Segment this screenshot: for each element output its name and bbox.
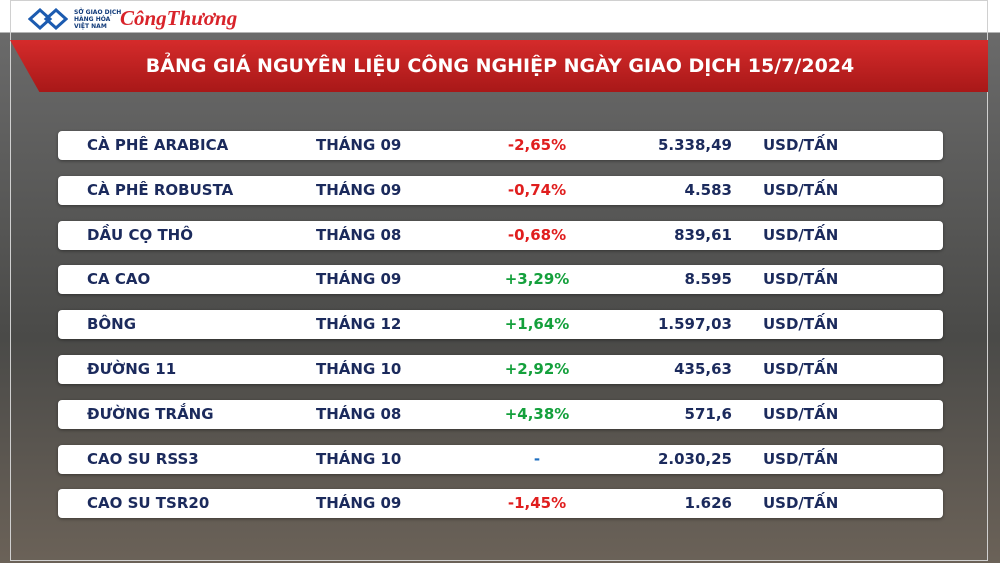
contract-month: THÁNG 10: [316, 360, 402, 378]
logo-line: SỞ GIAO DỊCH: [74, 8, 122, 16]
commodity: DẦU CỌ THÔ: [87, 225, 193, 244]
price: 435,63: [674, 360, 732, 378]
table-row: CAO SU RSS3 THÁNG 10 - 2.030,25 USD/TẤN: [58, 444, 943, 474]
commodity: CA CAO: [87, 270, 151, 289]
logo-line: HÀNG HÓA: [74, 15, 111, 23]
contract-month: THÁNG 08: [316, 404, 402, 423]
logo-text: SỞ GIAO DỊCH HÀNG HÓA VIỆT NAM: [74, 9, 121, 30]
unit: USD/TẤN: [763, 404, 839, 423]
price: 2.030,25: [657, 449, 732, 468]
title-bar: [10, 40, 988, 92]
commodity: CAO SU RSS3: [87, 449, 199, 468]
price: 839,61: [674, 225, 732, 244]
contract-month: THÁNG 08: [316, 225, 402, 244]
unit: USD/TẤN: [763, 494, 839, 513]
unit: USD/TẤN: [763, 449, 839, 468]
unit: USD/TẤN: [763, 136, 839, 154]
unit: USD/TẤN: [763, 360, 839, 378]
change: +1,64%: [504, 315, 570, 334]
table-row: CA CAO THÁNG 09 +3,29% 8.595 USD/TẤN: [58, 265, 943, 295]
contract-month: THÁNG 12: [316, 315, 402, 334]
contract-month: THÁNG 09: [316, 136, 402, 154]
commodity: ĐƯỜNG 11: [87, 360, 177, 378]
price: 1.597,03: [657, 315, 732, 334]
title: BẢNG GIÁ NGUYÊN LIỆU CÔNG NGHIỆP NGÀY GI…: [145, 55, 855, 77]
brand: CôngThương: [120, 6, 238, 30]
table-row: CÀ PHÊ ARABICA THÁNG 09 -2,65% 5.338,49 USD/…: [58, 131, 943, 160]
contract-month: THÁNG 10: [316, 449, 402, 468]
change: +4,38%: [504, 404, 570, 423]
table-row: ĐƯỜNG TRẮNG THÁNG 08 +4,38% 571,6 USD/TẤN: [58, 399, 943, 429]
change: -0,74%: [507, 180, 567, 199]
logo: SỞ GIAO DỊCH HÀNG HÓA VIỆT NAM: [28, 8, 121, 30]
change: -2,65%: [507, 136, 567, 154]
change: +3,29%: [504, 270, 570, 289]
contract-month: THÁNG 09: [316, 180, 402, 199]
table-row: ĐƯỜNG 11 THÁNG 10 +2,92% 435,63 USD/TẤN: [58, 355, 943, 384]
price: 8.595: [684, 270, 732, 289]
commodity: CÀ PHÊ ROBUSTA: [87, 180, 234, 199]
table-row: BÔNG THÁNG 12 +1,64% 1.597,03 USD/TẤN: [58, 310, 943, 340]
commodity: CÀ PHÊ ARABICA: [87, 136, 229, 154]
logo-line: VIỆT NAM: [74, 22, 107, 30]
change: -: [533, 449, 541, 468]
table-row: CÀ PHÊ ROBUSTA THÁNG 09 -0,74% 4.583 USD/TẤN: [58, 175, 943, 205]
price: 1.626: [684, 494, 732, 513]
commodity: BÔNG: [87, 315, 137, 334]
unit: USD/TẤN: [763, 180, 839, 199]
contract-month: THÁNG 09: [316, 494, 402, 513]
price: 5.338,49: [657, 136, 732, 154]
table-row: CAO SU TSR20 THÁNG 09 -1,45% 1.626 USD/TẤN: [58, 489, 943, 519]
unit: USD/TẤN: [763, 315, 839, 334]
change: -1,45%: [507, 494, 567, 513]
commodity: ĐƯỜNG TRẮNG: [87, 404, 214, 423]
frame: [10, 0, 988, 561]
change: +2,92%: [504, 360, 570, 378]
contract-month: THÁNG 09: [316, 270, 402, 289]
price: 571,6: [684, 404, 732, 423]
unit: USD/TẤN: [763, 225, 839, 244]
table-row: DẦU CỌ THÔ THÁNG 08 -0,68% 839,61 USD/TẤN: [58, 220, 943, 250]
logo-icon: [28, 8, 68, 30]
unit: USD/TẤN: [763, 270, 839, 289]
price: 4.583: [684, 180, 732, 199]
change: -0,68%: [507, 225, 567, 244]
commodity: CAO SU TSR20: [87, 494, 210, 513]
